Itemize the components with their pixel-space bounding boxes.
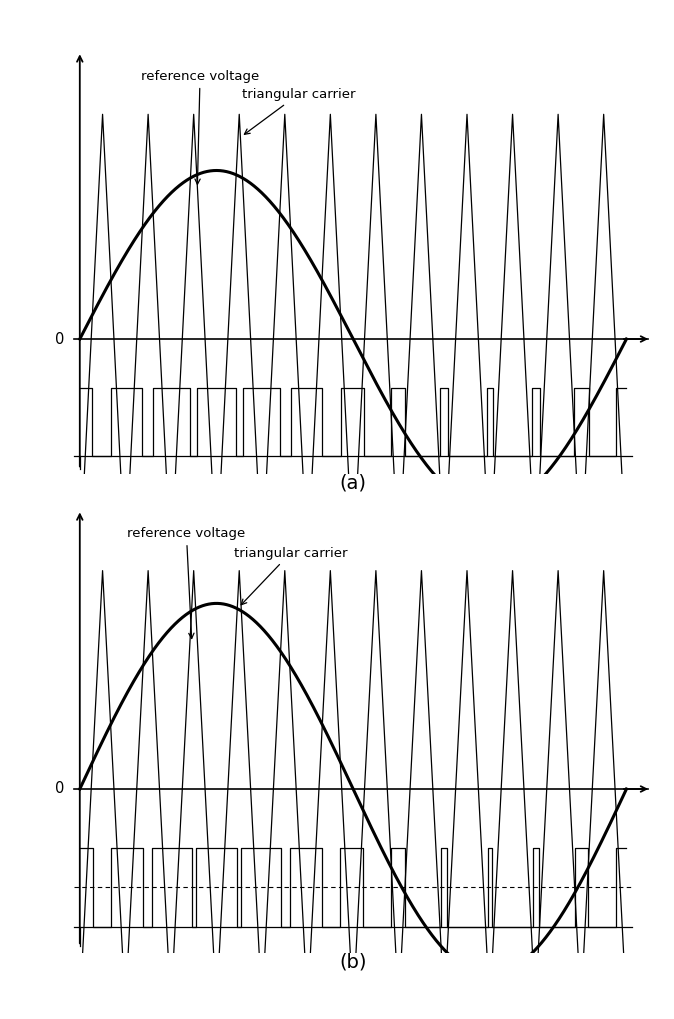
- Text: triangular carrier: triangular carrier: [242, 88, 355, 135]
- Text: (b): (b): [340, 953, 367, 972]
- Text: 0: 0: [55, 331, 65, 346]
- Text: (a): (a): [340, 474, 367, 493]
- Text: 0: 0: [55, 782, 65, 797]
- Text: reference voltage: reference voltage: [141, 70, 259, 184]
- Text: triangular carrier: triangular carrier: [233, 547, 347, 604]
- Text: reference voltage: reference voltage: [127, 527, 245, 639]
